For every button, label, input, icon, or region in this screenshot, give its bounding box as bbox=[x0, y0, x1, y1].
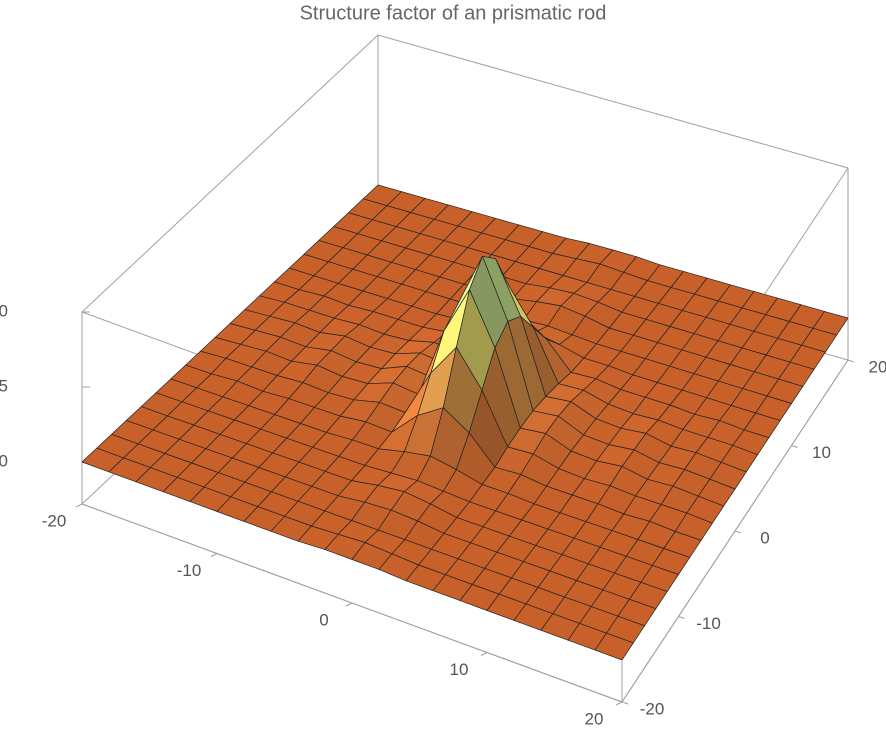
x-tick bbox=[615, 701, 623, 706]
x-tick bbox=[210, 553, 218, 557]
x-tick-label: -20 bbox=[42, 511, 67, 530]
y-tick-label: 20 bbox=[869, 357, 886, 376]
x-tick-label: -10 bbox=[177, 561, 202, 580]
x-tick-label: 0 bbox=[319, 610, 328, 629]
x-tick-label: 20 bbox=[585, 709, 604, 728]
box-edge bbox=[81, 34, 379, 313]
box-edge bbox=[377, 34, 849, 169]
y-tick-label: 0 bbox=[760, 528, 769, 547]
y-tick bbox=[734, 530, 742, 534]
z-tick-label: 1.0 bbox=[0, 301, 8, 320]
z-tick-label: 0.5 bbox=[0, 376, 8, 395]
y-tick bbox=[791, 445, 798, 448]
y-tick bbox=[847, 359, 855, 363]
y-tick-label: 10 bbox=[812, 443, 831, 462]
chart-title: Structure factor of an prismatic rod bbox=[300, 2, 607, 24]
x-tick bbox=[75, 503, 83, 508]
y-tick-label: -20 bbox=[640, 699, 665, 718]
y-tick-label: -10 bbox=[696, 614, 721, 633]
x-tick bbox=[345, 602, 353, 607]
y-tick bbox=[678, 616, 685, 619]
z-tick-label: 0.0 bbox=[0, 451, 8, 470]
box-edge bbox=[81, 503, 623, 703]
box-edge bbox=[621, 359, 849, 703]
surface-patch bbox=[594, 632, 634, 661]
y-tick bbox=[621, 701, 629, 705]
x-tick-label: 10 bbox=[450, 660, 469, 679]
x-tick bbox=[480, 652, 488, 656]
